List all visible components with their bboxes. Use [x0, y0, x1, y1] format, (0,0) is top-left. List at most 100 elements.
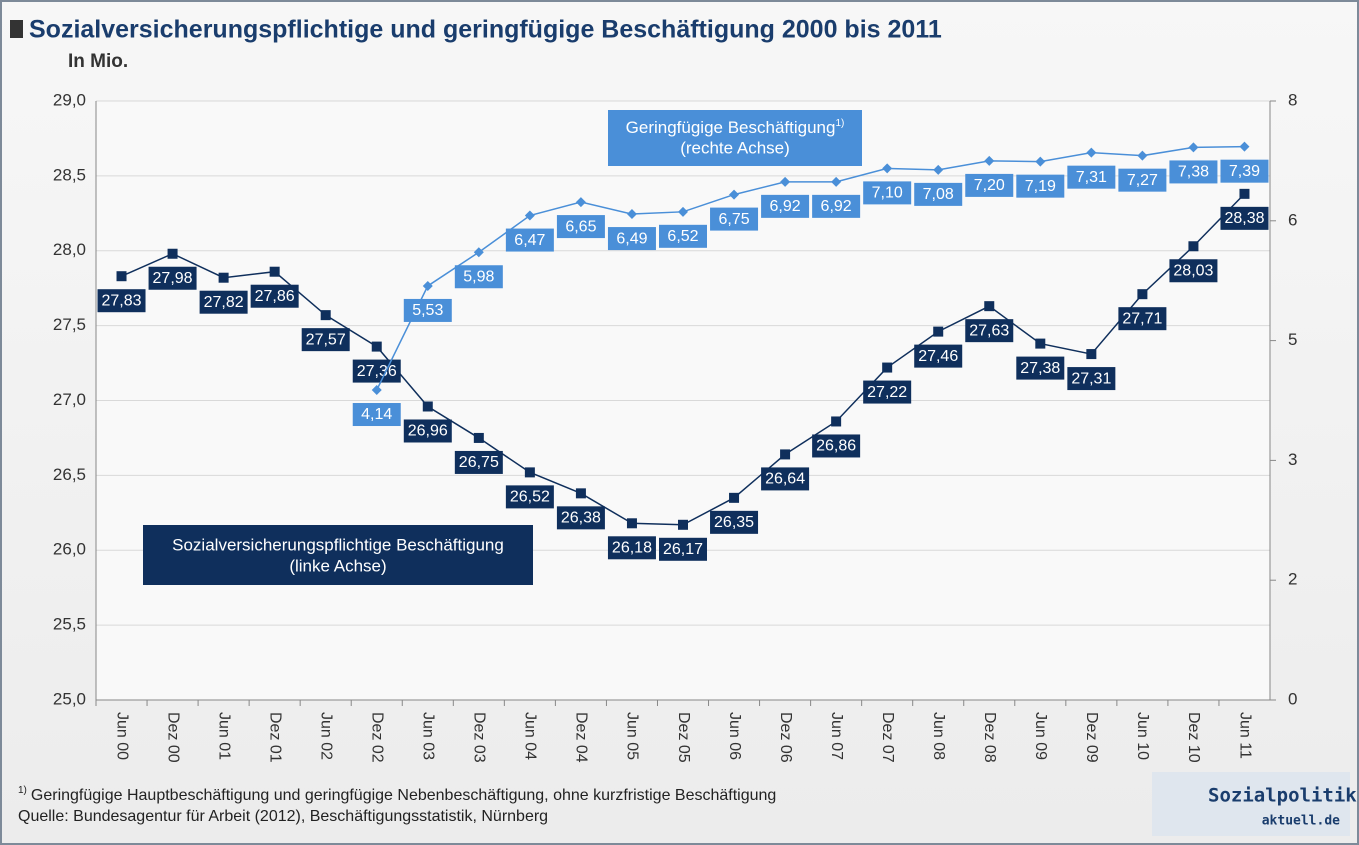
data-label: 5,98 [463, 268, 494, 285]
data-label: 26,18 [612, 540, 652, 557]
data-label: 7,39 [1229, 163, 1260, 180]
data-label-box [761, 467, 810, 491]
point [1137, 150, 1148, 161]
data-label-box [352, 403, 401, 427]
point [626, 518, 637, 529]
data-label-box [1067, 165, 1116, 189]
legend-label: Geringfügige Beschäftigung1) [626, 118, 845, 137]
x-tick-label: Dez 09 [1083, 712, 1100, 763]
x-tick-label: Dez 01 [266, 712, 283, 763]
data-label-box [199, 290, 248, 314]
data-label: 27,98 [153, 270, 193, 287]
x-tick-label: Jun 03 [420, 712, 437, 760]
point [371, 341, 382, 352]
data-label: 26,96 [408, 423, 448, 440]
data-label: 26,52 [510, 489, 550, 506]
x-tick-label: Dez 03 [471, 712, 488, 763]
data-label-box [965, 173, 1014, 197]
point [984, 155, 995, 166]
data-label-box [607, 536, 656, 560]
point [1086, 349, 1097, 360]
data-label-box [659, 537, 707, 561]
data-label: 28,38 [1224, 210, 1264, 227]
point [1188, 241, 1199, 252]
data-label: 27,36 [357, 363, 397, 380]
data-label: 26,75 [459, 454, 499, 471]
data-label-box [1067, 367, 1116, 391]
point [524, 210, 535, 221]
data-label: 7,31 [1076, 169, 1107, 186]
point [116, 271, 127, 282]
data-label: 7,38 [1178, 164, 1209, 181]
data-label: 26,35 [714, 514, 754, 531]
y-tick-label: 28,0 [53, 240, 86, 259]
logo-bg [1152, 772, 1350, 836]
data-label: 27,31 [1071, 370, 1111, 387]
data-label-box [914, 344, 963, 368]
legend-note: (rechte Achse) [680, 138, 790, 157]
point [626, 209, 637, 220]
data-label-box [1118, 307, 1167, 331]
y-tick-label: 26,5 [53, 465, 86, 484]
point [269, 266, 280, 277]
point [831, 416, 842, 427]
data-label-box [97, 289, 146, 313]
point [678, 206, 688, 217]
point [831, 176, 842, 187]
legend-note: (linke Achse) [289, 556, 386, 575]
x-tick-label: Jun 02 [317, 712, 334, 760]
x-tick-label: Dez 02 [369, 712, 386, 763]
data-label-box [403, 298, 452, 322]
data-label-box [710, 510, 759, 534]
point [1137, 289, 1148, 300]
point [575, 488, 586, 499]
point [1035, 156, 1046, 167]
y2-tick-label: 6 [1288, 210, 1297, 229]
x-tick-label: Dez 10 [1185, 712, 1202, 763]
data-label-box [403, 419, 452, 443]
point [729, 189, 740, 200]
data-label: 26,64 [765, 471, 805, 488]
point [575, 197, 586, 208]
point [371, 385, 382, 396]
point [780, 176, 791, 187]
point [320, 310, 331, 321]
x-tick-label: Dez 05 [675, 712, 692, 763]
x-tick-label: Dez 04 [573, 712, 590, 763]
data-label-box [1169, 259, 1218, 283]
footnote-marker: 1) [18, 785, 27, 796]
source: Quelle: Bundesagentur für Arbeit (2012),… [18, 808, 548, 825]
point [473, 247, 484, 258]
point [524, 467, 535, 478]
data-label-box [1118, 168, 1167, 192]
data-label: 6,47 [514, 232, 545, 249]
data-label: 27,71 [1122, 310, 1162, 327]
point [422, 401, 433, 412]
y-tick-label: 25,0 [53, 689, 86, 708]
point [729, 492, 740, 503]
x-tick-label: Dez 00 [164, 712, 181, 763]
data-label-box [863, 181, 912, 205]
data-label-box [1169, 160, 1218, 184]
x-tick-label: Jun 00 [113, 712, 130, 760]
x-tick-label: Jun 06 [726, 712, 743, 760]
data-label: 27,22 [867, 384, 907, 401]
x-tick-label: Jun 07 [828, 712, 845, 760]
legend-label: Sozialversicherungspflichtige Beschäftig… [172, 535, 504, 554]
data-label: 27,38 [1020, 360, 1060, 377]
data-label: 6,65 [565, 218, 596, 235]
data-label: 7,19 [1025, 178, 1056, 195]
data-label-box [812, 194, 861, 218]
data-label-box [761, 194, 810, 218]
subtitle: In Mio. [68, 51, 128, 72]
data-label-box [505, 485, 554, 509]
y2-tick-label: 2 [1288, 570, 1297, 589]
data-label-box [863, 380, 912, 404]
x-tick-label: Dez 08 [981, 712, 998, 763]
legend-box [143, 525, 533, 585]
chart-title: Sozialversicherungspflichtige und gering… [29, 16, 942, 44]
point [473, 432, 484, 443]
data-label-box [1220, 159, 1269, 183]
y-tick-label: 26,0 [53, 540, 86, 559]
data-label-box [301, 328, 350, 352]
